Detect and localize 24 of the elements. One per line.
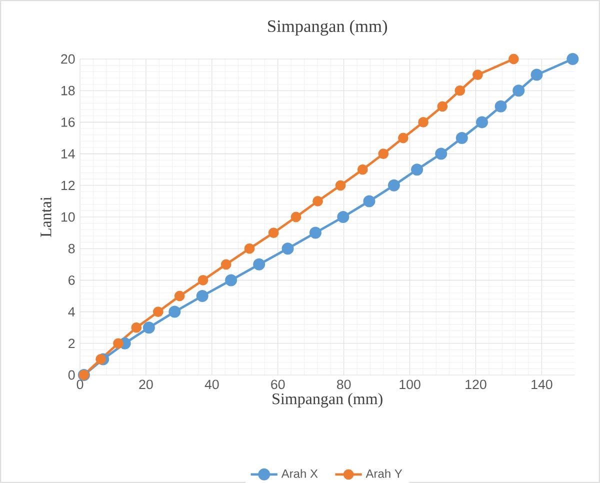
y-axis-title: Lantai [40, 196, 52, 237]
y-tick-label: 12 [61, 180, 75, 190]
x-tick-label: 120 [466, 380, 486, 390]
y-tick-label: 4 [68, 307, 75, 316]
y-tick-label: 10 [61, 212, 75, 222]
x-tick-label: 140 [532, 380, 552, 390]
y-tick-label: 16 [61, 117, 75, 127]
x-tick-label: 80 [336, 380, 351, 390]
legend-label: Arah X [281, 469, 318, 478]
y-tick-label: 6 [68, 275, 75, 285]
x-tick-label: 40 [204, 380, 219, 390]
x-tick-label: 20 [139, 380, 153, 390]
x-tick-label: 60 [271, 380, 285, 390]
y-tick-label: 20 [61, 54, 75, 64]
y-tick-label: 18 [61, 86, 75, 96]
x-axis-title: Simpangan (mm) [272, 392, 382, 408]
x-tick-label: 100 [400, 380, 420, 390]
y-tick-label: 14 [61, 149, 75, 158]
y-tick-label: 0 [68, 370, 75, 380]
y-tick-label: 2 [68, 338, 75, 348]
legend-label: Arah Y [366, 469, 402, 478]
chart-title: Simpangan (mm) [268, 20, 388, 36]
x-tick-label: 0 [76, 380, 84, 390]
y-tick-label: 8 [68, 244, 75, 254]
